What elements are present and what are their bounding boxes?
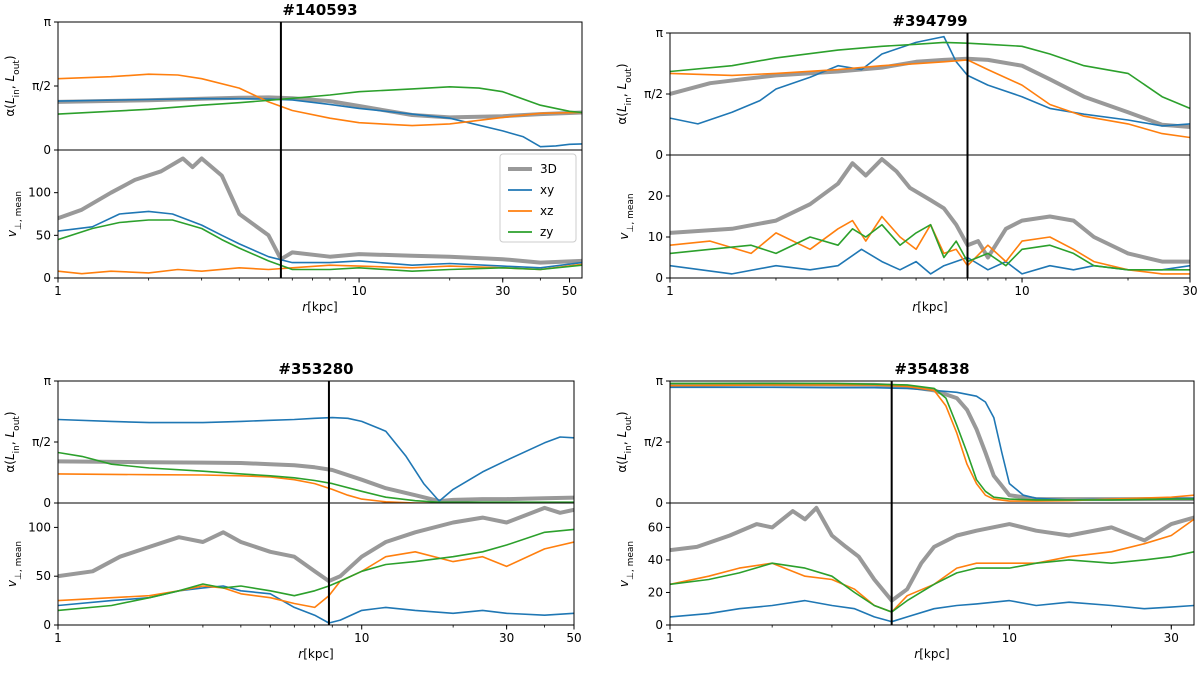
y-tick-label: π/2 (644, 87, 663, 101)
x-tick-label: 10 (1002, 631, 1017, 645)
y-axis-label-vperp: v⊥, mean (5, 191, 24, 237)
series-line-xz (670, 59, 1190, 139)
y-tick-label: π (44, 15, 51, 29)
y-tick-label: 0 (43, 496, 51, 510)
top-axes-series (670, 35, 1190, 139)
series-line-3D (58, 459, 574, 503)
top-axes-series (58, 73, 582, 148)
series-line-3D (670, 56, 1190, 129)
series-line-xz (670, 384, 1194, 502)
y-axis-label-vperp: v⊥, mean (617, 193, 636, 239)
series-line-3D (670, 382, 1194, 502)
y-tick-label: 50 (36, 569, 51, 583)
y-tick-label: π/2 (32, 435, 51, 449)
series-line-zy (58, 451, 574, 503)
series-line-3D (670, 505, 1194, 603)
x-axis-label: r[kpc] (298, 647, 333, 661)
y-tick-label: π/2 (644, 435, 663, 449)
series-line-xy (58, 97, 582, 148)
legend-label-3D: 3D (540, 162, 557, 176)
x-tick-label: 1 (666, 631, 674, 645)
x-axis-label: r[kpc] (302, 300, 337, 314)
x-axis-label: r[kpc] (912, 300, 947, 314)
panel-title: #354838 (894, 360, 969, 378)
x-tick-label: 1 (54, 631, 62, 645)
series-line-zy (670, 382, 1194, 501)
legend-box (499, 153, 577, 243)
series-line-zy (670, 223, 1190, 271)
bottom-axes-series (58, 505, 574, 624)
x-tick-label: 10 (1014, 284, 1029, 298)
series-line-3D (58, 505, 574, 584)
series-line-zy (58, 86, 582, 115)
y-tick-label: 60 (648, 520, 663, 534)
top-axes-series (670, 382, 1194, 502)
panel-3: #353280 0 π/2 π 0 50 100 1 10 30 50 r[kpc] α(Lin, Lo… (3, 360, 582, 661)
y-axis-label-alpha: α(Lin, Lout) (3, 55, 22, 116)
y-tick-label: 0 (43, 618, 51, 632)
x-tick-label: 30 (499, 631, 514, 645)
x-tick-label: 50 (562, 284, 577, 298)
panel-title: #353280 (278, 360, 353, 378)
legend-label-zy: zy (540, 225, 553, 239)
series-line-xy (670, 386, 1194, 501)
series-line-zy (670, 551, 1194, 613)
series-line-xy (58, 585, 574, 624)
series-line-xz (58, 73, 582, 127)
series-line-zy (58, 219, 582, 272)
y-tick-label: 0 (655, 496, 663, 510)
x-axis-label: r[kpc] (914, 647, 949, 661)
y-axis-label-vperp: v⊥, mean (5, 541, 24, 587)
series-line-xy (670, 248, 1190, 275)
panel-title: #394799 (892, 12, 967, 30)
y-axis-label-alpha: α(Lin, Lout) (615, 411, 634, 472)
y-tick-label: 20 (648, 189, 663, 203)
legend: 3D xy xz zy (499, 153, 577, 243)
x-tick-label: 30 (1182, 284, 1197, 298)
legend-label-xy: xy (540, 183, 554, 197)
y-axis-label-alpha: α(Lin, Lout) (3, 411, 22, 472)
series-line-3D (670, 157, 1190, 264)
top-axes-series (58, 416, 574, 503)
y-tick-label: 100 (28, 186, 51, 200)
y-axis-label-vperp: v⊥, mean (617, 541, 636, 587)
series-line-xy (670, 599, 1194, 623)
series-line-xy (58, 416, 574, 502)
x-tick-label: 1 (666, 284, 674, 298)
bottom-axes-series (670, 157, 1190, 275)
x-tick-label: 1 (54, 284, 62, 298)
y-tick-label: π (44, 374, 51, 388)
y-tick-label: π (656, 26, 663, 40)
x-tick-label: 10 (354, 631, 369, 645)
panel-title: #140593 (282, 1, 357, 19)
bottom-axes-series (670, 505, 1194, 623)
panel-2: #394799 0 π/2 π 0 10 20 1 10 30 r[kpc] α(Lin, Lout)… (615, 12, 1198, 314)
y-tick-label: π (656, 374, 663, 388)
y-tick-label: 0 (43, 143, 51, 157)
y-tick-label: π/2 (32, 79, 51, 93)
series-line-xy (58, 210, 582, 269)
y-tick-label: 50 (36, 228, 51, 242)
x-tick-label: 30 (1164, 631, 1179, 645)
x-tick-label: 10 (351, 284, 366, 298)
series-line-xz (670, 518, 1194, 613)
panel-4: #354838 0 π/2 π 0 20 40 60 1 10 30 r[kpc] α(Lin, Lou… (615, 360, 1195, 661)
y-tick-label: 100 (28, 520, 51, 534)
series-line-3D (58, 156, 582, 265)
x-tick-label: 50 (566, 631, 581, 645)
y-tick-label: 20 (648, 585, 663, 599)
y-tick-label: 40 (648, 553, 663, 567)
y-tick-label: 0 (655, 148, 663, 162)
y-tick-label: 0 (43, 271, 51, 285)
y-tick-label: 0 (655, 271, 663, 285)
series-line-xy (670, 35, 1190, 127)
y-tick-label: 10 (648, 230, 663, 244)
y-tick-label: 0 (655, 618, 663, 632)
x-tick-label: 30 (495, 284, 510, 298)
legend-label-xz: xz (540, 204, 553, 218)
panel-1: #140593 0 π/2 π 0 50 100 1 10 30 50 r[kpc] α(Lin, Lo… (3, 1, 583, 314)
y-axis-label-alpha: α(Lin, Lout) (615, 63, 634, 124)
series-line-zy (58, 528, 574, 612)
